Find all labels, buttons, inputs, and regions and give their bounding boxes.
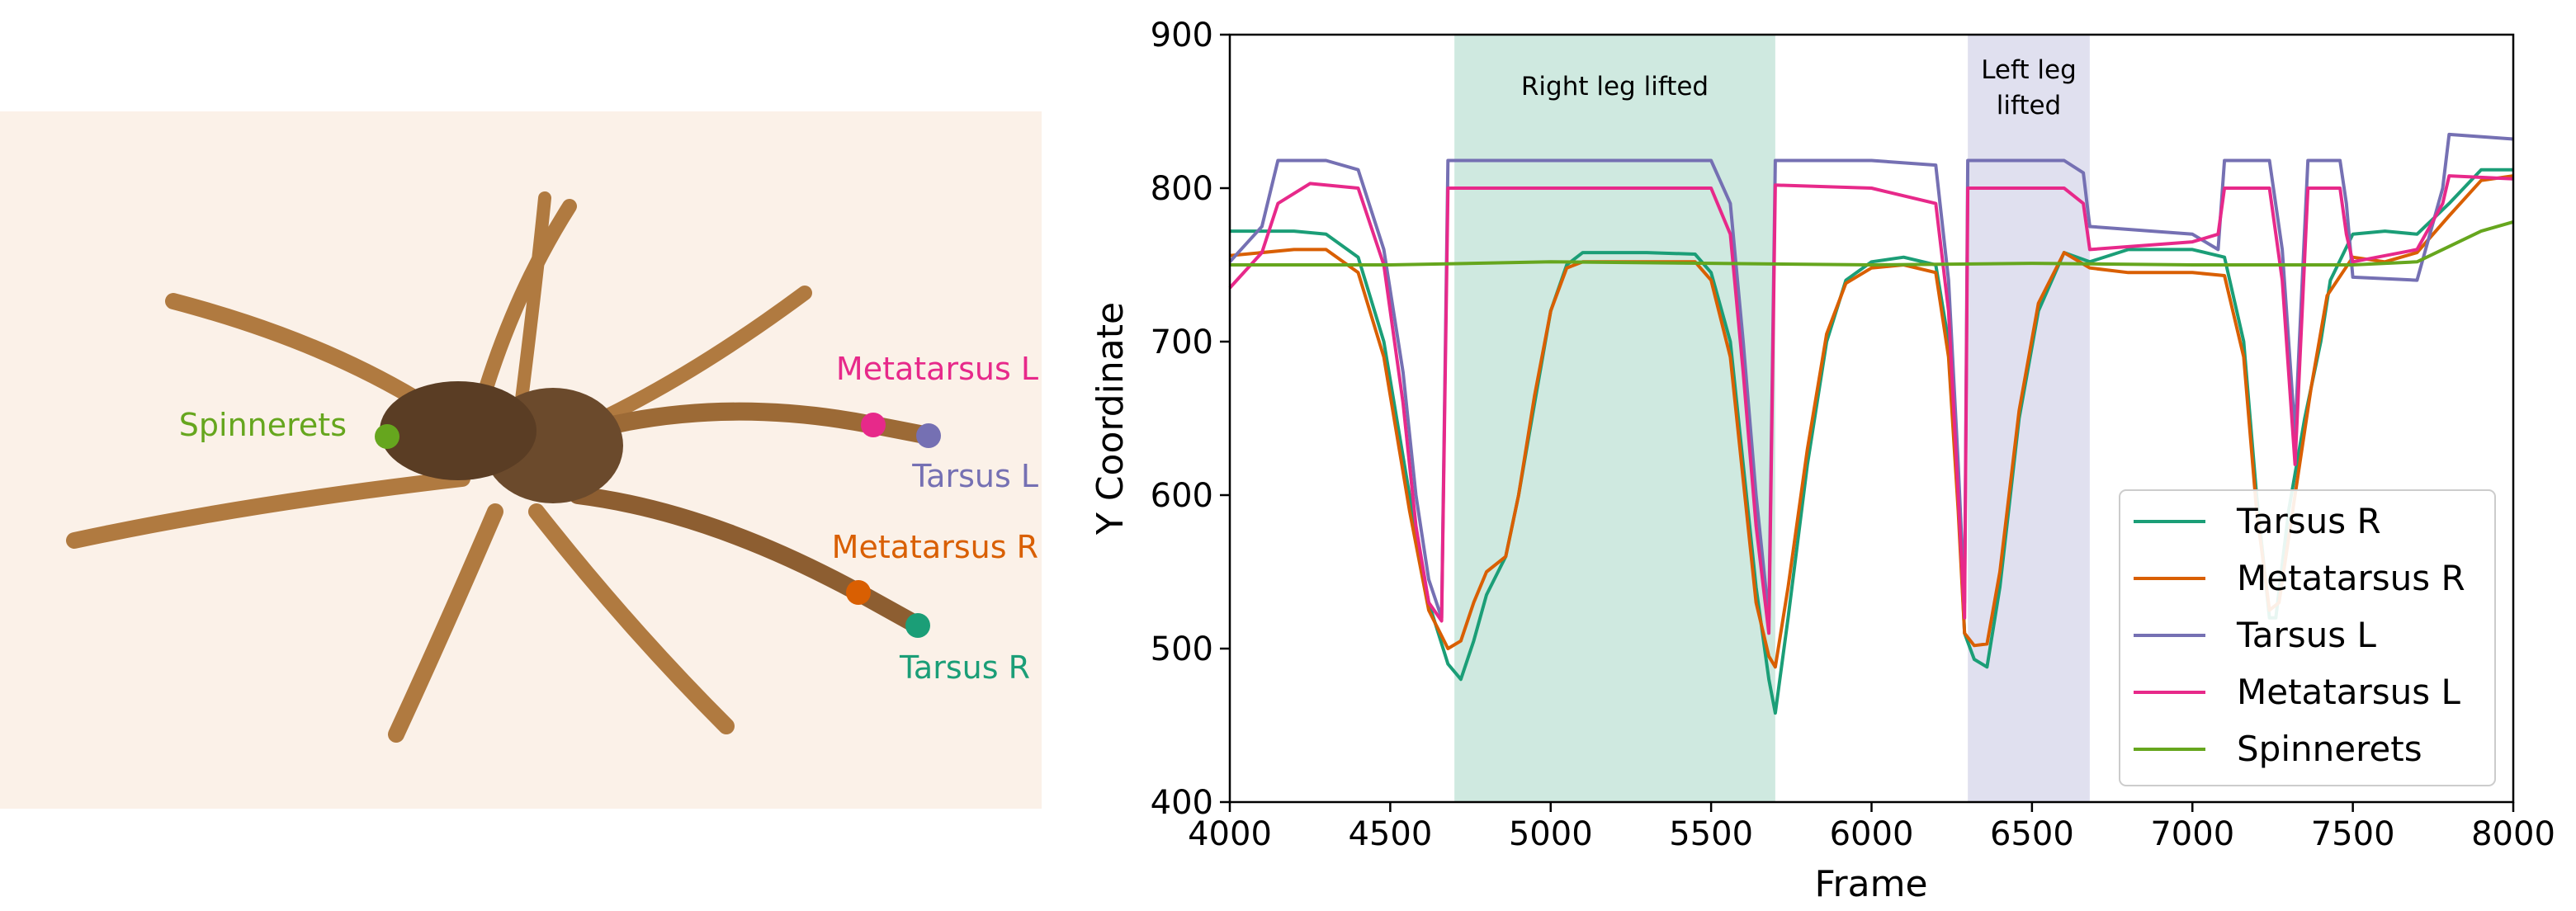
series-line bbox=[1230, 219, 2514, 267]
metatarsus-r-label: Metatarsus R bbox=[832, 529, 1038, 565]
y-tick-label: 800 bbox=[1151, 170, 1213, 208]
x-tick-label: 4500 bbox=[1348, 815, 1432, 853]
spinnerets-label: Spinnerets bbox=[179, 407, 347, 443]
metatarsus-l-label: Metatarsus L bbox=[836, 351, 1038, 387]
spider-leg bbox=[569, 486, 927, 635]
legend-label: Spinnerets bbox=[2237, 729, 2422, 769]
series-line bbox=[1228, 174, 2514, 635]
lift-band bbox=[1454, 35, 1775, 802]
metatarsus-r-marker bbox=[846, 580, 871, 605]
spinnerets-marker bbox=[375, 424, 399, 449]
spider-leg bbox=[66, 470, 470, 549]
band-annotation: Right leg lifted bbox=[1521, 72, 1709, 101]
trajectory-chart: 4000 4500 5000 5500 6000 6500 7000 7500 8000 400 5… bbox=[1089, 17, 2555, 905]
spider-leg bbox=[388, 503, 503, 743]
band-annotation: Left leg lifted bbox=[1981, 55, 2077, 120]
x-tick-label: 5000 bbox=[1509, 815, 1593, 853]
spider-leg bbox=[585, 402, 938, 445]
x-tick-label: 7500 bbox=[2311, 815, 2395, 853]
spider-abdomen bbox=[380, 381, 536, 480]
axis-ticks: 4000 4500 5000 5500 6000 6500 7000 7500 8000 400 5… bbox=[1151, 17, 2555, 853]
series-line bbox=[1228, 132, 2514, 620]
y-tick-label: 700 bbox=[1151, 323, 1213, 361]
legend-box bbox=[2119, 489, 2496, 786]
y-tick-label: 900 bbox=[1151, 17, 1213, 54]
tarsus-r-marker bbox=[905, 613, 930, 638]
lift-band bbox=[1968, 35, 2090, 802]
shaded-bands bbox=[1454, 35, 2090, 802]
tarsus-r-label: Tarsus R bbox=[899, 649, 1030, 686]
x-tick-label: 6000 bbox=[1830, 815, 1914, 853]
band-annotations: Right leg lifted Left leg lifted bbox=[1521, 55, 2077, 120]
x-tick-label: 8000 bbox=[2471, 815, 2555, 853]
y-tick-label: 600 bbox=[1151, 477, 1213, 515]
x-axis-label: Frame bbox=[1814, 863, 1927, 905]
legend-label: Metatarsus R bbox=[2237, 558, 2465, 598]
legend-label: Metatarsus L bbox=[2237, 672, 2460, 712]
spider-photo-panel: Spinnerets Metatarsus L Tarsus L Metatar… bbox=[0, 111, 1042, 809]
tarsus-l-label: Tarsus L bbox=[911, 458, 1038, 494]
tarsus-l-marker bbox=[916, 423, 941, 448]
x-tick-label: 5500 bbox=[1669, 815, 1753, 853]
legend: Tarsus R Metatarsus R Tarsus L Metatarsus L… bbox=[2119, 489, 2496, 786]
metatarsus-l-marker bbox=[861, 413, 886, 437]
legend-items: Tarsus R Metatarsus R Tarsus L Metatarsus L… bbox=[2134, 501, 2465, 769]
x-tick-label: 6500 bbox=[1990, 815, 2074, 853]
legend-label: Tarsus L bbox=[2236, 615, 2376, 655]
y-axis-label: Y Coordinate bbox=[1089, 302, 1132, 536]
spider-illustration bbox=[66, 191, 938, 743]
spider-leg bbox=[528, 503, 735, 734]
y-tick-label: 400 bbox=[1151, 784, 1213, 822]
y-tick-label: 500 bbox=[1151, 630, 1213, 668]
legend-label: Tarsus R bbox=[2236, 501, 2381, 541]
x-tick-label: 7000 bbox=[2150, 815, 2234, 853]
spider-leg bbox=[471, 199, 577, 420]
spider-leg bbox=[513, 191, 551, 419]
x-tick-label: 4000 bbox=[1188, 815, 1272, 853]
